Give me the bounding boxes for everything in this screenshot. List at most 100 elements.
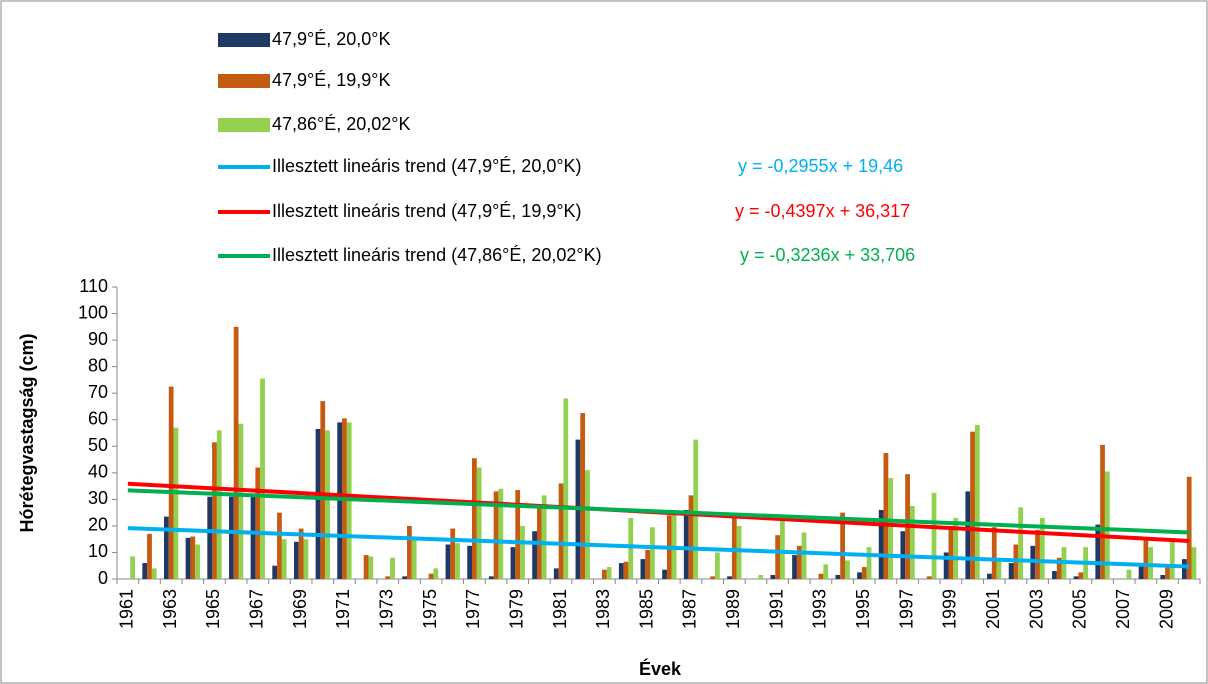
x-tick-label: 2009 — [1156, 589, 1176, 629]
bar — [970, 431, 975, 579]
bar — [385, 576, 391, 579]
bar — [368, 556, 374, 579]
bar — [823, 564, 829, 579]
bar — [515, 490, 521, 579]
bar — [272, 565, 278, 579]
bar — [147, 533, 152, 579]
legend-label: Illesztett lineáris trend (47,86°É, 20,0… — [272, 245, 602, 265]
bar — [991, 527, 997, 579]
bar — [996, 560, 1002, 579]
bar — [683, 509, 689, 579]
bar — [628, 517, 634, 579]
bar — [710, 576, 716, 579]
bar — [233, 326, 239, 579]
x-tick-label: 1965 — [203, 589, 223, 629]
bar — [173, 427, 179, 579]
legend-label: 47,9°É, 20,0°K — [272, 29, 390, 49]
bar — [909, 506, 915, 579]
legend-swatch — [218, 118, 270, 132]
x-tick-label: 1971 — [333, 589, 353, 629]
bar — [315, 429, 321, 579]
bar — [472, 458, 477, 579]
bar — [407, 525, 412, 579]
bar — [493, 491, 499, 579]
bar — [498, 488, 504, 579]
y-tick-label: 0 — [98, 568, 108, 588]
bar — [688, 495, 694, 579]
bar — [623, 561, 629, 579]
bar — [207, 496, 213, 579]
bar — [931, 492, 937, 579]
bar — [888, 478, 894, 579]
y-tick-label: 20 — [88, 515, 108, 535]
y-axis-title: Hórétegvastagság (cm) — [17, 333, 37, 532]
x-tick-label: 1999 — [940, 589, 960, 629]
x-tick-label: 2007 — [1113, 589, 1133, 629]
bar — [1182, 559, 1187, 579]
bar — [1078, 572, 1084, 579]
bar — [1191, 547, 1197, 579]
bar — [1186, 476, 1192, 579]
bar — [228, 496, 234, 579]
x-tick-label: 1981 — [550, 589, 570, 629]
bar — [455, 543, 460, 579]
bar — [965, 491, 971, 579]
bar — [303, 539, 309, 579]
bar — [1160, 575, 1166, 579]
bar — [151, 568, 157, 579]
x-tick-label: 1975 — [420, 589, 440, 629]
bar — [693, 439, 699, 579]
x-tick-label: 1983 — [593, 589, 613, 629]
x-tick-label: 1991 — [766, 589, 786, 629]
bar — [878, 509, 884, 579]
legend-label: 47,9°É, 19,9°K — [272, 70, 390, 90]
bar — [450, 528, 456, 579]
bar — [943, 552, 949, 579]
bar — [606, 567, 612, 579]
bar — [255, 467, 261, 579]
bar — [563, 398, 569, 579]
bar — [190, 536, 196, 579]
bar — [618, 563, 624, 579]
bar — [185, 537, 191, 579]
bar — [130, 556, 135, 579]
bar — [250, 494, 256, 579]
bar — [238, 423, 244, 579]
bar — [861, 567, 867, 579]
bar — [866, 547, 872, 579]
bar — [840, 512, 845, 579]
x-tick-label: 2003 — [1026, 589, 1046, 629]
bar — [580, 413, 586, 579]
bar — [796, 545, 802, 579]
bar — [1035, 529, 1040, 579]
y-tick-label: 100 — [78, 302, 108, 322]
bar — [488, 576, 494, 579]
bar — [1104, 471, 1110, 579]
bar — [818, 573, 824, 579]
bar — [1052, 571, 1057, 579]
bar — [164, 516, 169, 579]
legend-label: Illesztett lineáris trend (47,9°É, 20,0°… — [272, 156, 582, 176]
bar — [390, 557, 395, 579]
y-tick-label: 80 — [88, 355, 108, 375]
x-tick-label: 1987 — [680, 589, 700, 629]
bar — [671, 509, 677, 579]
x-tick-label: 1963 — [160, 589, 180, 629]
bar — [532, 531, 537, 579]
y-tick-label: 90 — [88, 329, 108, 349]
bar — [953, 517, 959, 579]
trend-equation: y = -0,4397x + 36,317 — [735, 201, 910, 221]
x-tick-label: 1979 — [506, 589, 526, 629]
bar — [1039, 517, 1045, 579]
x-tick-label: 1961 — [117, 589, 137, 629]
x-tick-label: 1973 — [377, 589, 397, 629]
trend-line — [127, 488, 1190, 535]
bar — [715, 552, 720, 579]
bar — [1148, 547, 1153, 579]
x-tick-label: 2001 — [983, 589, 1003, 629]
y-tick-label: 60 — [88, 408, 108, 428]
bar — [780, 520, 785, 579]
bar — [142, 563, 148, 579]
